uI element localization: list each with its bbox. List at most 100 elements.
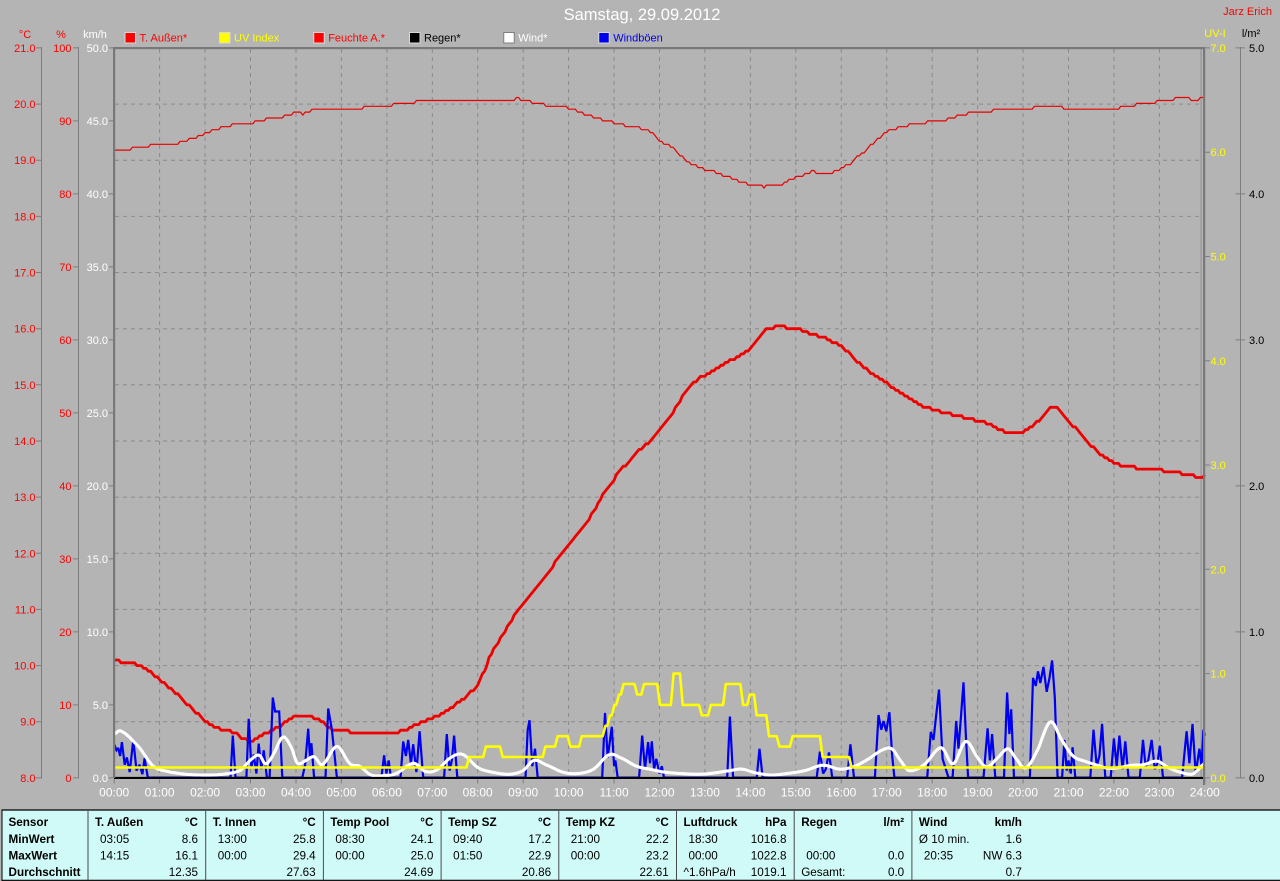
svg-text:0.0: 0.0 [1249, 773, 1264, 785]
svg-text:0.0: 0.0 [93, 773, 108, 785]
svg-text:01:00: 01:00 [145, 786, 175, 800]
svg-text:03:05: 03:05 [100, 833, 130, 846]
svg-text:35.0: 35.0 [87, 262, 108, 274]
svg-text:25.0: 25.0 [87, 408, 108, 420]
svg-text:40: 40 [59, 481, 71, 493]
svg-text:45.0: 45.0 [87, 116, 108, 128]
svg-text:50.0: 50.0 [87, 43, 108, 55]
svg-text:30.0: 30.0 [87, 335, 108, 347]
svg-text:^1.6hPa/h: ^1.6hPa/h [684, 866, 736, 879]
svg-text:5.0: 5.0 [1211, 252, 1226, 264]
svg-text:0.0: 0.0 [1211, 773, 1226, 785]
svg-text:14:00: 14:00 [735, 786, 765, 800]
svg-text:06:00: 06:00 [372, 786, 402, 800]
svg-text:Wind: Wind [919, 816, 947, 829]
svg-text:25.8: 25.8 [293, 833, 316, 846]
svg-text:08:00: 08:00 [463, 786, 493, 800]
svg-text:19.0: 19.0 [14, 155, 35, 167]
svg-text:l/m²: l/m² [883, 816, 904, 829]
svg-text:Samstag, 29.09.2012: Samstag, 29.09.2012 [564, 6, 721, 24]
svg-text:13:00: 13:00 [218, 833, 248, 846]
svg-text:20.0: 20.0 [14, 99, 35, 111]
svg-text:20.86: 20.86 [522, 866, 551, 879]
svg-text:MaxWert: MaxWert [9, 849, 58, 862]
svg-text:00:00: 00:00 [335, 849, 365, 862]
svg-text:Sensor: Sensor [9, 816, 49, 829]
svg-text:1022.8: 1022.8 [751, 849, 787, 862]
svg-text:14:15: 14:15 [100, 849, 130, 862]
svg-text:20:00: 20:00 [1008, 786, 1038, 800]
svg-text:km/h: km/h [995, 816, 1022, 829]
svg-text:Feuchte A.*: Feuchte A.* [328, 33, 386, 45]
svg-text:80: 80 [59, 189, 71, 201]
svg-text:24.1: 24.1 [411, 833, 434, 846]
svg-text:22.61: 22.61 [640, 866, 669, 879]
svg-text:23:00: 23:00 [1144, 786, 1174, 800]
svg-text:1.0: 1.0 [1211, 669, 1226, 681]
svg-text:1.0: 1.0 [1249, 627, 1264, 639]
svg-text:18:30: 18:30 [689, 833, 719, 846]
svg-text:17:00: 17:00 [872, 786, 902, 800]
svg-text:15.0: 15.0 [14, 380, 35, 392]
svg-text:%: % [56, 29, 66, 41]
svg-text:16:00: 16:00 [826, 786, 856, 800]
svg-text:70: 70 [59, 262, 71, 274]
svg-text:Jarz Erich: Jarz Erich [1223, 6, 1272, 18]
svg-text:hPa: hPa [765, 816, 787, 829]
svg-text:20.0: 20.0 [87, 481, 108, 493]
svg-text:8.0: 8.0 [20, 773, 35, 785]
svg-text:12:00: 12:00 [644, 786, 674, 800]
svg-text:17.2: 17.2 [528, 833, 551, 846]
svg-text:°C: °C [656, 816, 670, 829]
svg-text:4.0: 4.0 [1211, 356, 1226, 368]
svg-text:km/h: km/h [83, 29, 107, 41]
svg-text:29.4: 29.4 [293, 849, 316, 862]
svg-text:15.0: 15.0 [87, 554, 108, 566]
svg-text:3.0: 3.0 [1249, 335, 1264, 347]
svg-text:08:30: 08:30 [335, 833, 365, 846]
svg-text:50: 50 [59, 408, 71, 420]
svg-text:18:00: 18:00 [917, 786, 947, 800]
svg-text:21.0: 21.0 [14, 43, 35, 55]
svg-text:02:00: 02:00 [190, 786, 220, 800]
svg-text:00:00: 00:00 [571, 849, 601, 862]
svg-text:Regen*: Regen* [424, 33, 461, 45]
svg-text:12.0: 12.0 [14, 548, 35, 560]
svg-text:Regen: Regen [801, 816, 837, 829]
svg-text:UV Index: UV Index [234, 33, 280, 45]
svg-text:Ø 10 min.: Ø 10 min. [919, 833, 970, 846]
svg-text:3.0: 3.0 [1211, 460, 1226, 472]
svg-text:Gesamt:: Gesamt: [801, 866, 845, 879]
svg-text:27.63: 27.63 [286, 866, 315, 879]
svg-text:1.6: 1.6 [1006, 833, 1022, 846]
svg-text:°C: °C [19, 29, 31, 41]
svg-text:22.9: 22.9 [528, 849, 551, 862]
svg-text:24.69: 24.69 [404, 866, 433, 879]
svg-text:0.0: 0.0 [888, 866, 905, 879]
svg-text:2.0: 2.0 [1249, 481, 1264, 493]
svg-text:20:35: 20:35 [924, 849, 954, 862]
svg-text:12.35: 12.35 [169, 866, 199, 879]
svg-text:1019.1: 1019.1 [751, 866, 787, 879]
svg-text:01:50: 01:50 [453, 849, 483, 862]
svg-text:Temp SZ: Temp SZ [448, 816, 496, 829]
svg-text:10:00: 10:00 [554, 786, 584, 800]
svg-text:22:00: 22:00 [1099, 786, 1129, 800]
svg-text:10.0: 10.0 [14, 661, 35, 673]
svg-text:15:00: 15:00 [781, 786, 811, 800]
svg-text:°C: °C [538, 816, 552, 829]
svg-text:0.7: 0.7 [1006, 866, 1022, 879]
svg-text:100: 100 [53, 43, 71, 55]
svg-text:8.6: 8.6 [182, 833, 198, 846]
svg-text:14.0: 14.0 [14, 436, 35, 448]
svg-text:17.0: 17.0 [14, 268, 35, 280]
svg-text:13.0: 13.0 [14, 492, 35, 504]
svg-text:09:00: 09:00 [508, 786, 538, 800]
svg-text:60: 60 [59, 335, 71, 347]
svg-text:13:00: 13:00 [690, 786, 720, 800]
svg-text:1016.8: 1016.8 [751, 833, 787, 846]
svg-text:UV-I: UV-I [1204, 28, 1225, 40]
svg-text:Temp Pool: Temp Pool [330, 816, 389, 829]
svg-text:0.0: 0.0 [888, 849, 905, 862]
svg-text:2.0: 2.0 [1211, 564, 1226, 576]
